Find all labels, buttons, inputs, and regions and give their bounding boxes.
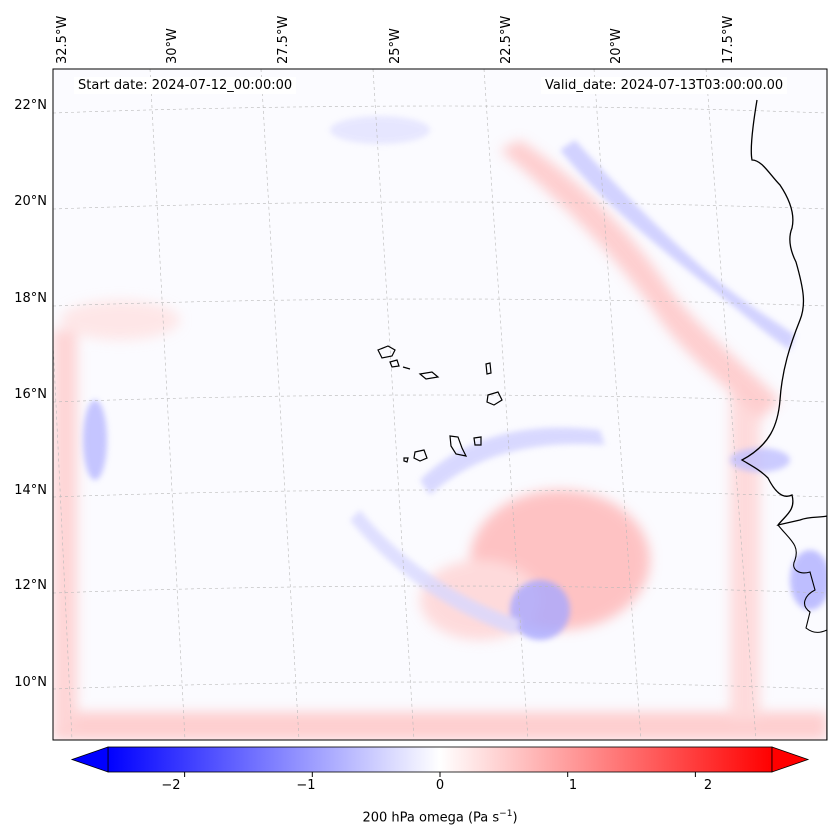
omega-negative-center-south	[510, 580, 570, 640]
africa-coast-detail	[777, 524, 827, 633]
graticule-meridian	[593, 69, 642, 740]
colorbar-title: 200 hPa omega (Pa s−1)	[362, 809, 517, 825]
graticule-meridian	[372, 69, 415, 740]
lon-label-17-5w: 17.5°W	[721, 15, 736, 64]
lat-label-22n: 22°N	[14, 98, 47, 113]
omega-negative-se	[790, 550, 827, 610]
cape-verde-islands	[377, 345, 503, 463]
lon-label-20w: 20°W	[609, 28, 624, 64]
graticule-meridian	[483, 69, 529, 740]
omega-negative-north	[330, 116, 430, 144]
lat-label-20n: 20°N	[14, 194, 47, 209]
colorbar-max-extend	[771, 746, 810, 773]
start-date-label: Start date: 2024-07-12_00:00:00	[74, 77, 297, 94]
map-frame	[52, 68, 828, 741]
omega-positive-left-edge	[53, 330, 77, 730]
omega-positive-right-edge	[730, 380, 760, 720]
lon-label-30w: 30°W	[165, 28, 180, 64]
lat-label-14n: 14°N	[14, 483, 47, 498]
colorbar-min-extend	[70, 746, 109, 773]
omega-field	[53, 69, 827, 740]
omega-negative-center-arc	[420, 427, 605, 495]
graticule-meridian	[149, 69, 186, 740]
omega-negative-west	[83, 400, 107, 480]
omega-negative-ne-band	[560, 140, 795, 350]
lat-label-10n: 10°N	[14, 675, 47, 690]
lon-label-22-5w: 22.5°W	[499, 15, 514, 64]
graticule-parallel	[53, 201, 827, 210]
graticule-parallel	[53, 298, 827, 307]
colorbar	[70, 746, 810, 777]
colorbar-tick-label-2: 2	[703, 778, 713, 793]
graticule-parallel	[53, 585, 827, 594]
lon-label-25w: 25°W	[388, 28, 403, 64]
graticule-parallel	[53, 105, 827, 114]
lat-label-12n: 12°N	[14, 578, 47, 593]
colorbar-tick-label-1: 1	[568, 778, 578, 793]
africa-coastline	[740, 99, 827, 740]
map-background	[53, 69, 827, 740]
graticule	[53, 69, 827, 740]
graticule-meridian	[705, 69, 757, 740]
omega-negative-coast	[730, 448, 790, 472]
colorbar-title-main: 200 hPa omega (Pa s	[362, 810, 500, 826]
omega-negative-sw-band	[350, 510, 520, 635]
colorbar-body	[107, 746, 773, 773]
lon-label-27-5w: 27.5°W	[276, 15, 291, 64]
lat-label-18n: 18°N	[14, 291, 47, 306]
colorbar-tick-label-neg2: −2	[161, 778, 181, 793]
graticule-meridian	[53, 335, 73, 740]
graticule-meridian	[260, 69, 300, 740]
lon-label-32-5w: 32.5°W	[55, 15, 70, 64]
omega-positive-nw	[60, 300, 180, 340]
colorbar-tick-label-0: 0	[435, 778, 445, 793]
colorbar-title-end: )	[512, 810, 518, 826]
omega-positive-bottom-band	[53, 712, 827, 740]
valid-date-label: Valid_date: 2024-07-13T03:00:00.00	[541, 77, 788, 94]
colorbar-ticks	[184, 772, 696, 777]
colorbar-tick-label-neg1: −1	[296, 778, 316, 793]
omega-positive-ne-band	[500, 140, 780, 420]
colorbar-title-exponent: −1	[499, 809, 513, 819]
graticule-parallel	[53, 681, 827, 690]
lat-label-16n: 16°N	[14, 387, 47, 402]
graticule-parallel	[53, 489, 827, 498]
graticule-parallel	[53, 394, 827, 403]
